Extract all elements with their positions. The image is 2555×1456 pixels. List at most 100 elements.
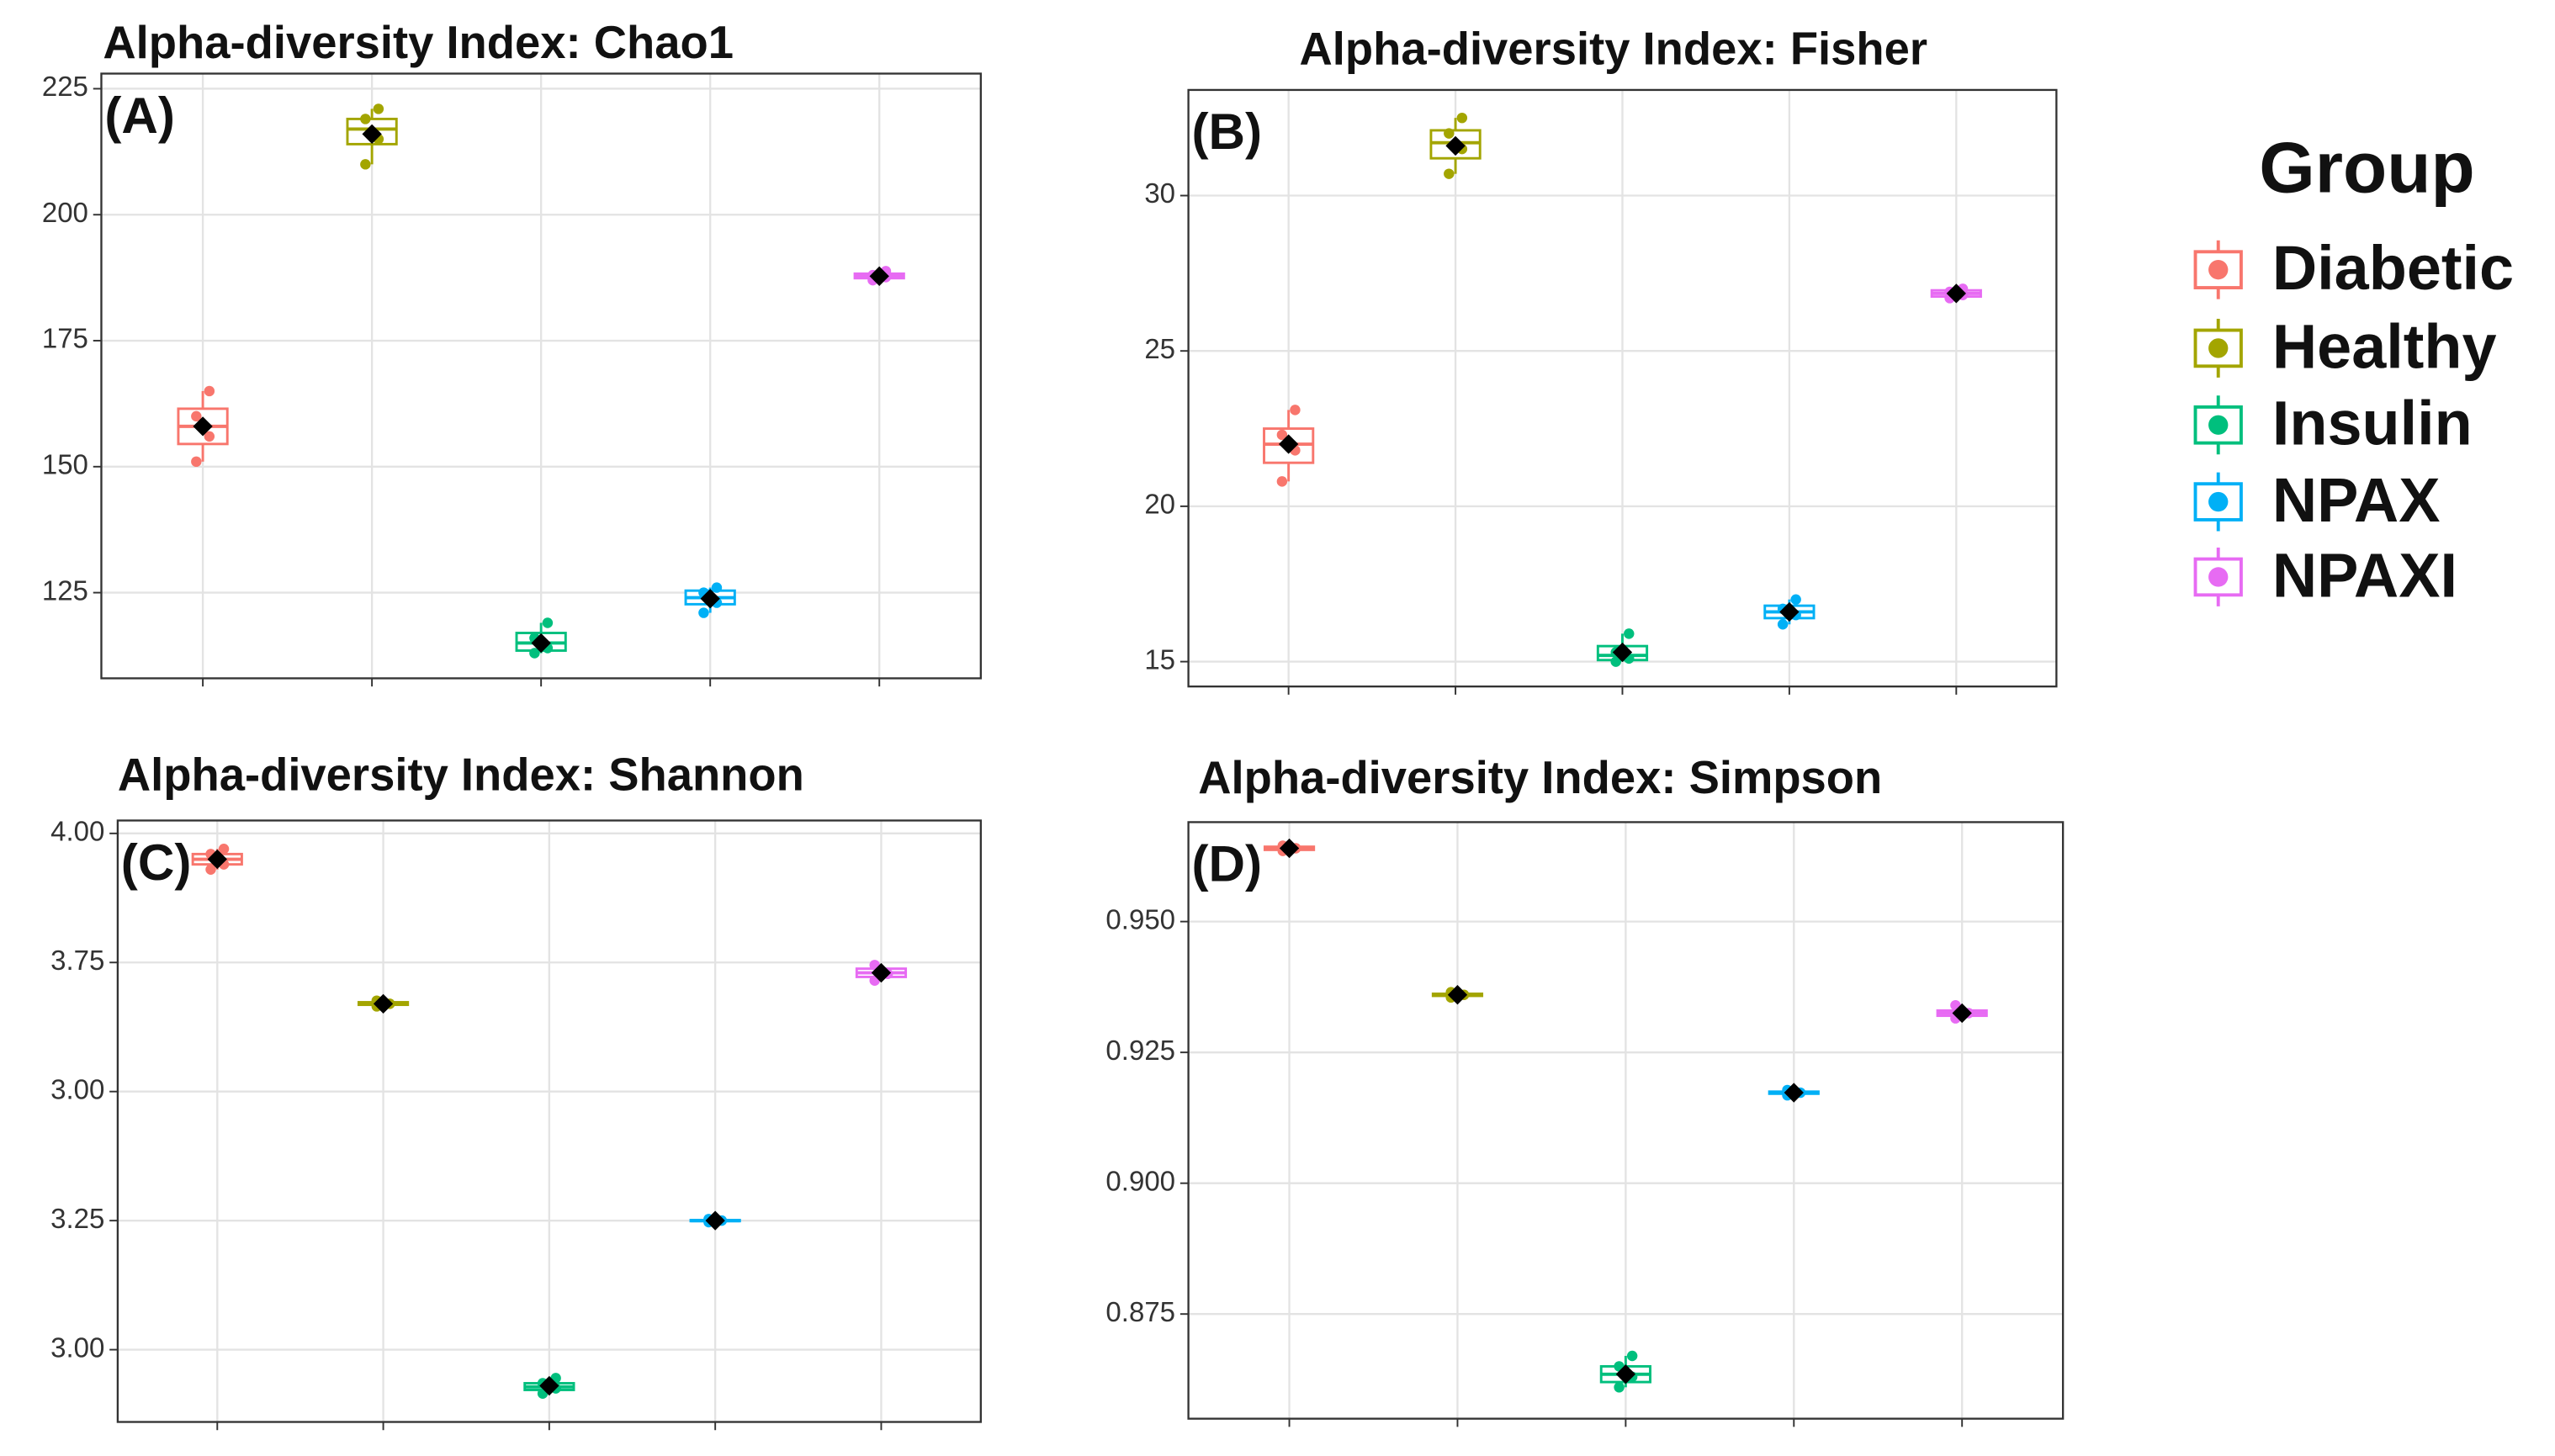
legend-entry: Healthy [2193,311,2497,381]
y-tick-label: 15 [1144,643,1175,675]
box-group [855,960,908,986]
mean-marker [1279,838,1300,859]
y-tick-label: 3.25 [50,1203,104,1234]
point [373,103,384,114]
legend-key-dot [2208,338,2229,358]
point [1290,405,1301,416]
y-tick-label: 150 [42,449,88,480]
box-group [684,582,736,618]
legend-title: Group [2259,129,2474,209]
box-group [1768,1083,1820,1103]
point [218,844,230,855]
point [360,159,371,170]
mean-marker [362,124,382,145]
y-tick-label: 0.900 [1105,1165,1175,1196]
point [204,385,215,397]
legend-label: Healthy [2272,311,2497,381]
y-tick-label: 25 [1144,333,1175,364]
mean-marker [869,266,889,286]
y-tick-label: 4.00 [50,816,104,847]
y-tick-label: 0.950 [1105,903,1175,934]
box-group [191,844,243,876]
box-group [177,385,229,468]
point [1456,112,1468,124]
point [191,456,202,468]
point [191,410,202,422]
box-group [515,617,567,659]
legend-key-box [2193,557,2243,597]
point [1790,594,1801,605]
point [1276,476,1288,487]
y-tick-label: 3.00 [50,1073,104,1104]
point [529,648,540,659]
y-tick-label: 30 [1144,177,1175,209]
chart-title: Alpha-diversity Index: Chao1 [103,17,734,68]
point [1444,128,1455,139]
panel-border [116,819,983,1423]
chart-title: Alpha-diversity Index: Shannon [118,749,804,800]
box-group [1431,985,1484,1005]
legend-key-dot [2208,491,2229,512]
y-tick-label: 0.875 [1105,1296,1175,1327]
panel-label: (C) [121,834,192,891]
legend-entry: NPAXI [2193,540,2457,610]
legend-key-dot [2208,415,2229,435]
mean-marker [1946,283,1966,304]
point [1614,1382,1625,1393]
box-group [689,1210,741,1231]
mean-marker [1615,1364,1636,1385]
legend-label: NPAXI [2272,540,2457,610]
point [205,864,216,876]
box-group [357,993,410,1014]
y-tick-label: 225 [42,71,88,102]
box-group [346,103,398,170]
y-tick-label: 200 [42,197,88,228]
legend-label: NPAX [2272,465,2441,535]
point [1777,619,1789,630]
point [1624,628,1635,639]
box-group [853,266,905,286]
box-group [1936,999,1988,1024]
y-tick-label: 125 [42,574,88,606]
box-group [1263,838,1316,859]
mean-marker [705,1210,725,1231]
legend-key-dot [2208,260,2229,280]
chart-title: Alpha-diversity Index: Fisher [1300,24,1928,75]
box-group [1599,1350,1651,1393]
mean-marker [871,962,892,983]
panel-label: (A) [104,87,175,144]
y-tick-label: 3.75 [50,945,104,976]
box-group [1263,405,1315,487]
point [1610,656,1621,667]
y-tick-label: 3.00 [50,1332,104,1363]
mean-marker [193,416,213,437]
legend-key-dot [2208,567,2229,587]
panel-border [100,72,983,680]
mean-marker [700,589,720,609]
box-group [523,1373,575,1399]
point [204,431,215,442]
legend-label: Diabetic [2272,233,2514,303]
mean-marker [373,993,394,1014]
legend-key-box [2193,482,2243,522]
legend-entry: Insulin [2193,389,2473,458]
box-group [1763,594,1816,630]
point [360,114,371,124]
y-tick-label: 20 [1144,489,1175,520]
panel-label: (D) [1191,835,1262,892]
point [542,617,554,628]
legend-label: Insulin [2272,389,2473,458]
mean-marker [1779,601,1800,622]
y-tick-label: 0.925 [1105,1035,1175,1066]
legend-entry: NPAX [2193,465,2441,535]
panel-border [1187,88,2058,688]
point [1276,429,1288,441]
point [711,582,723,593]
point [1626,1350,1638,1362]
y-tick-label: 175 [42,323,88,354]
panel-label: (B) [1191,103,1262,160]
box-group [1596,628,1649,667]
point [1444,168,1455,179]
legend-entry: Diabetic [2193,233,2514,303]
